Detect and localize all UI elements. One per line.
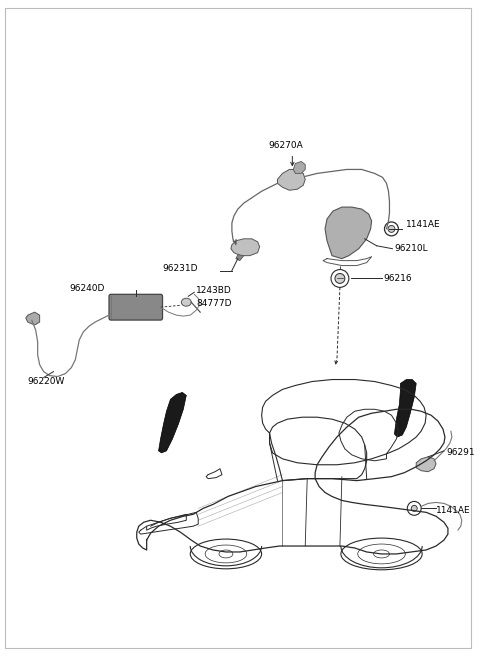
Text: 96210L: 96210L (395, 244, 428, 253)
Text: 96270A: 96270A (268, 141, 303, 150)
Polygon shape (293, 161, 305, 173)
Polygon shape (395, 380, 416, 437)
Polygon shape (231, 239, 260, 256)
Circle shape (411, 505, 417, 511)
Circle shape (335, 274, 345, 283)
Text: 1141AE: 1141AE (436, 506, 471, 515)
Text: 96231D: 96231D (163, 264, 198, 273)
Polygon shape (277, 169, 305, 190)
Text: 96220W: 96220W (28, 377, 65, 386)
Text: 1141AE: 1141AE (406, 220, 441, 230)
FancyBboxPatch shape (109, 295, 163, 320)
Polygon shape (416, 457, 436, 472)
Polygon shape (26, 312, 40, 325)
Text: 1243BD: 1243BD (196, 286, 232, 295)
Polygon shape (158, 392, 186, 453)
Ellipse shape (181, 298, 191, 306)
Polygon shape (236, 255, 244, 260)
Polygon shape (325, 207, 372, 258)
Text: 96240D: 96240D (70, 284, 105, 293)
Text: 96291: 96291 (446, 448, 475, 457)
Circle shape (388, 226, 395, 232)
Text: 84777D: 84777D (196, 298, 232, 308)
Text: 96216: 96216 (384, 274, 412, 283)
